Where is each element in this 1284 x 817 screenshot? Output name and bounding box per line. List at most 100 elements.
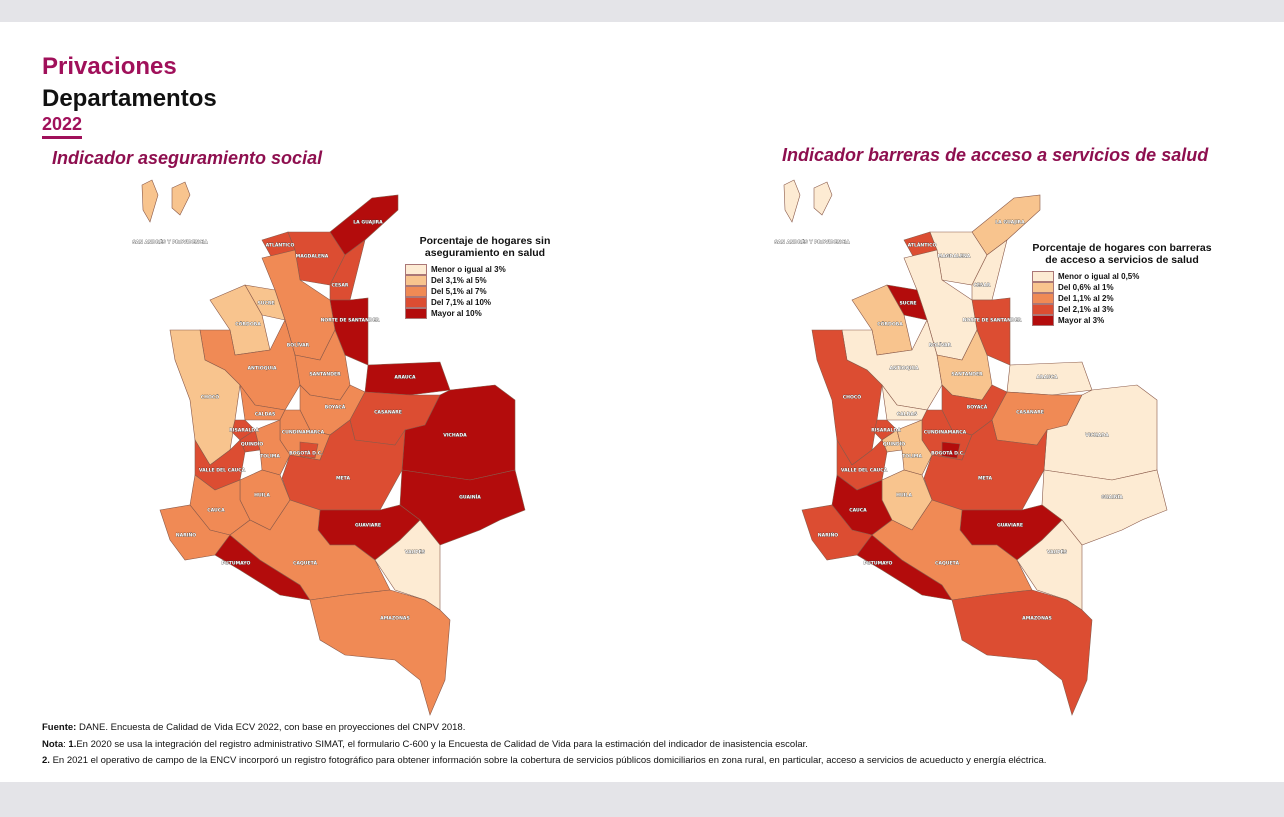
department <box>813 181 833 216</box>
department <box>951 589 1093 716</box>
department-label: QUINDÍO <box>241 440 264 448</box>
department-label: CESAR <box>974 283 991 289</box>
department-label: NARIÑO <box>818 532 838 539</box>
department <box>941 441 961 459</box>
label: 2. <box>42 755 50 766</box>
department-label: CAUCA <box>849 508 867 514</box>
department <box>374 519 441 611</box>
department-label: ANTIOQUIA <box>247 366 276 372</box>
department-label: ANTIOQUIA <box>889 366 918 372</box>
legend-item: Mayor al 10% <box>405 308 565 319</box>
department-label: BOYACÁ <box>325 404 346 411</box>
header-title: Privaciones <box>42 53 177 80</box>
department <box>299 441 319 459</box>
department-label: GUAINÍA <box>459 493 481 501</box>
legend: Porcentaje de hogares con barreras de ac… <box>1032 242 1212 326</box>
department-label: BOLÍVAR <box>287 341 310 349</box>
label: 1. <box>68 739 77 750</box>
department-label: VICHADA <box>1085 433 1109 439</box>
department-label: VAUPÉS <box>405 548 425 556</box>
department-label: VAUPÉS <box>1047 548 1067 556</box>
department-label: TOLIMA <box>260 454 280 460</box>
map: SAN ANDRÉS Y PROVIDENCIA LA GUAJIRA ATLÁNT… <box>774 179 1168 716</box>
legend-item: Menor o igual al 3% <box>405 264 565 275</box>
department <box>169 329 241 466</box>
legend-title: Porcentaje de hogares sin aseguramiento … <box>419 235 551 259</box>
department-label: RISARALDA <box>871 428 901 434</box>
department-label: META <box>336 476 350 482</box>
legend-swatch <box>1032 304 1054 315</box>
department-label: CAQUETÁ <box>935 560 959 567</box>
frame-top <box>0 0 1284 22</box>
department-label: ATLÁNTICO <box>266 242 295 249</box>
department-label: NORTE DE SANTANDER <box>321 318 380 324</box>
text: En 2020 se usa la integración del regist… <box>76 739 808 750</box>
department-label: HUILA <box>254 493 270 499</box>
legend-title: Porcentaje de hogares con barreras de ac… <box>1032 242 1212 266</box>
department-label: CHOCÓ <box>201 394 219 401</box>
department <box>811 329 883 466</box>
department-label: CHOCÓ <box>843 394 861 401</box>
label: Fuente: <box>42 722 77 733</box>
department-label: LA GUAJIRA <box>995 220 1025 226</box>
legend: Porcentaje de hogares sin aseguramiento … <box>405 235 565 319</box>
legend-label: Del 0,6% al 1% <box>1058 283 1114 292</box>
department <box>783 179 801 223</box>
department-label: VICHADA <box>443 433 467 439</box>
department-label: CASANARE <box>374 410 402 416</box>
legend-item: Del 1,1% al 2% <box>1032 293 1212 304</box>
department-label: GUAINÍA <box>1101 493 1123 501</box>
legend-label: Del 2,1% al 3% <box>1058 305 1114 314</box>
footnote-note2: 2. En 2021 el operativo de campo de la E… <box>42 755 1046 766</box>
legend-label: Menor o igual al 3% <box>431 265 506 274</box>
department-label: QUINDÍO <box>883 440 906 448</box>
department-label: SANTANDER <box>951 372 983 378</box>
department <box>896 419 933 476</box>
footnote-note1: Nota: 1.En 2020 se usa la integración de… <box>42 739 808 750</box>
department-label: CASANARE <box>1016 410 1044 416</box>
legend-label: Del 5,1% al 7% <box>431 287 487 296</box>
legend-label: Mayor al 10% <box>431 309 482 318</box>
department-label: BOYACÁ <box>967 404 988 411</box>
department <box>309 589 451 716</box>
map-title: Indicador aseguramiento social <box>52 148 323 168</box>
text: En 2021 el operativo de campo de la ENCV… <box>52 755 1047 766</box>
legend-label: Del 3,1% al 5% <box>431 276 487 285</box>
text: DANE. Encuesta de Calidad de Vida ECV 20… <box>78 722 466 733</box>
legend-swatch <box>1032 315 1054 326</box>
legend-item: Del 3,1% al 5% <box>405 275 565 286</box>
legend-item: Del 5,1% al 7% <box>405 286 565 297</box>
department-label: SAN ANDRÉS Y PROVIDENCIA <box>774 238 850 246</box>
department-label: GUAVIARE <box>355 523 381 529</box>
department-label: CAUCA <box>207 508 225 514</box>
map-title: Indicador barreras de acceso a servicios… <box>782 145 1209 165</box>
department-label: NORTE DE SANTANDER <box>963 318 1022 324</box>
footnote-source: Fuente: DANE. Encuesta de Calidad de Vid… <box>42 722 465 733</box>
department-label: RISARALDA <box>229 428 259 434</box>
department-label: SUCRE <box>899 301 916 307</box>
department-label: MAGDALENA <box>938 254 971 260</box>
legend-swatch <box>405 297 427 308</box>
department-label: ARAUCA <box>1036 375 1058 381</box>
department-label: GUAVIARE <box>997 523 1023 529</box>
legend-label: Menor o igual al 0,5% <box>1058 272 1140 281</box>
department-label: SUCRE <box>257 301 274 307</box>
legend-item: Menor o igual al 0,5% <box>1032 271 1212 282</box>
department-label: NARIÑO <box>176 532 196 539</box>
department-label: TOLIMA <box>902 454 922 460</box>
department-label: BOLÍVAR <box>929 341 952 349</box>
map: SAN ANDRÉS Y PROVIDENCIA LA GUAJIRA ATLÁNT… <box>132 179 526 716</box>
department-label: CUNDINAMARCA <box>282 430 325 436</box>
department-label: ARAUCA <box>394 375 416 381</box>
header-year: 2022 <box>42 114 83 139</box>
frame-bottom <box>0 782 1284 817</box>
department-label: LA GUAJIRA <box>353 220 383 226</box>
department <box>141 179 159 223</box>
department <box>364 361 451 396</box>
department-label: CUNDINAMARCA <box>924 430 967 436</box>
department-label: CALDAS <box>897 412 918 418</box>
legend-item: Del 7,1% al 10% <box>405 297 565 308</box>
department-label: HUILA <box>896 493 912 499</box>
